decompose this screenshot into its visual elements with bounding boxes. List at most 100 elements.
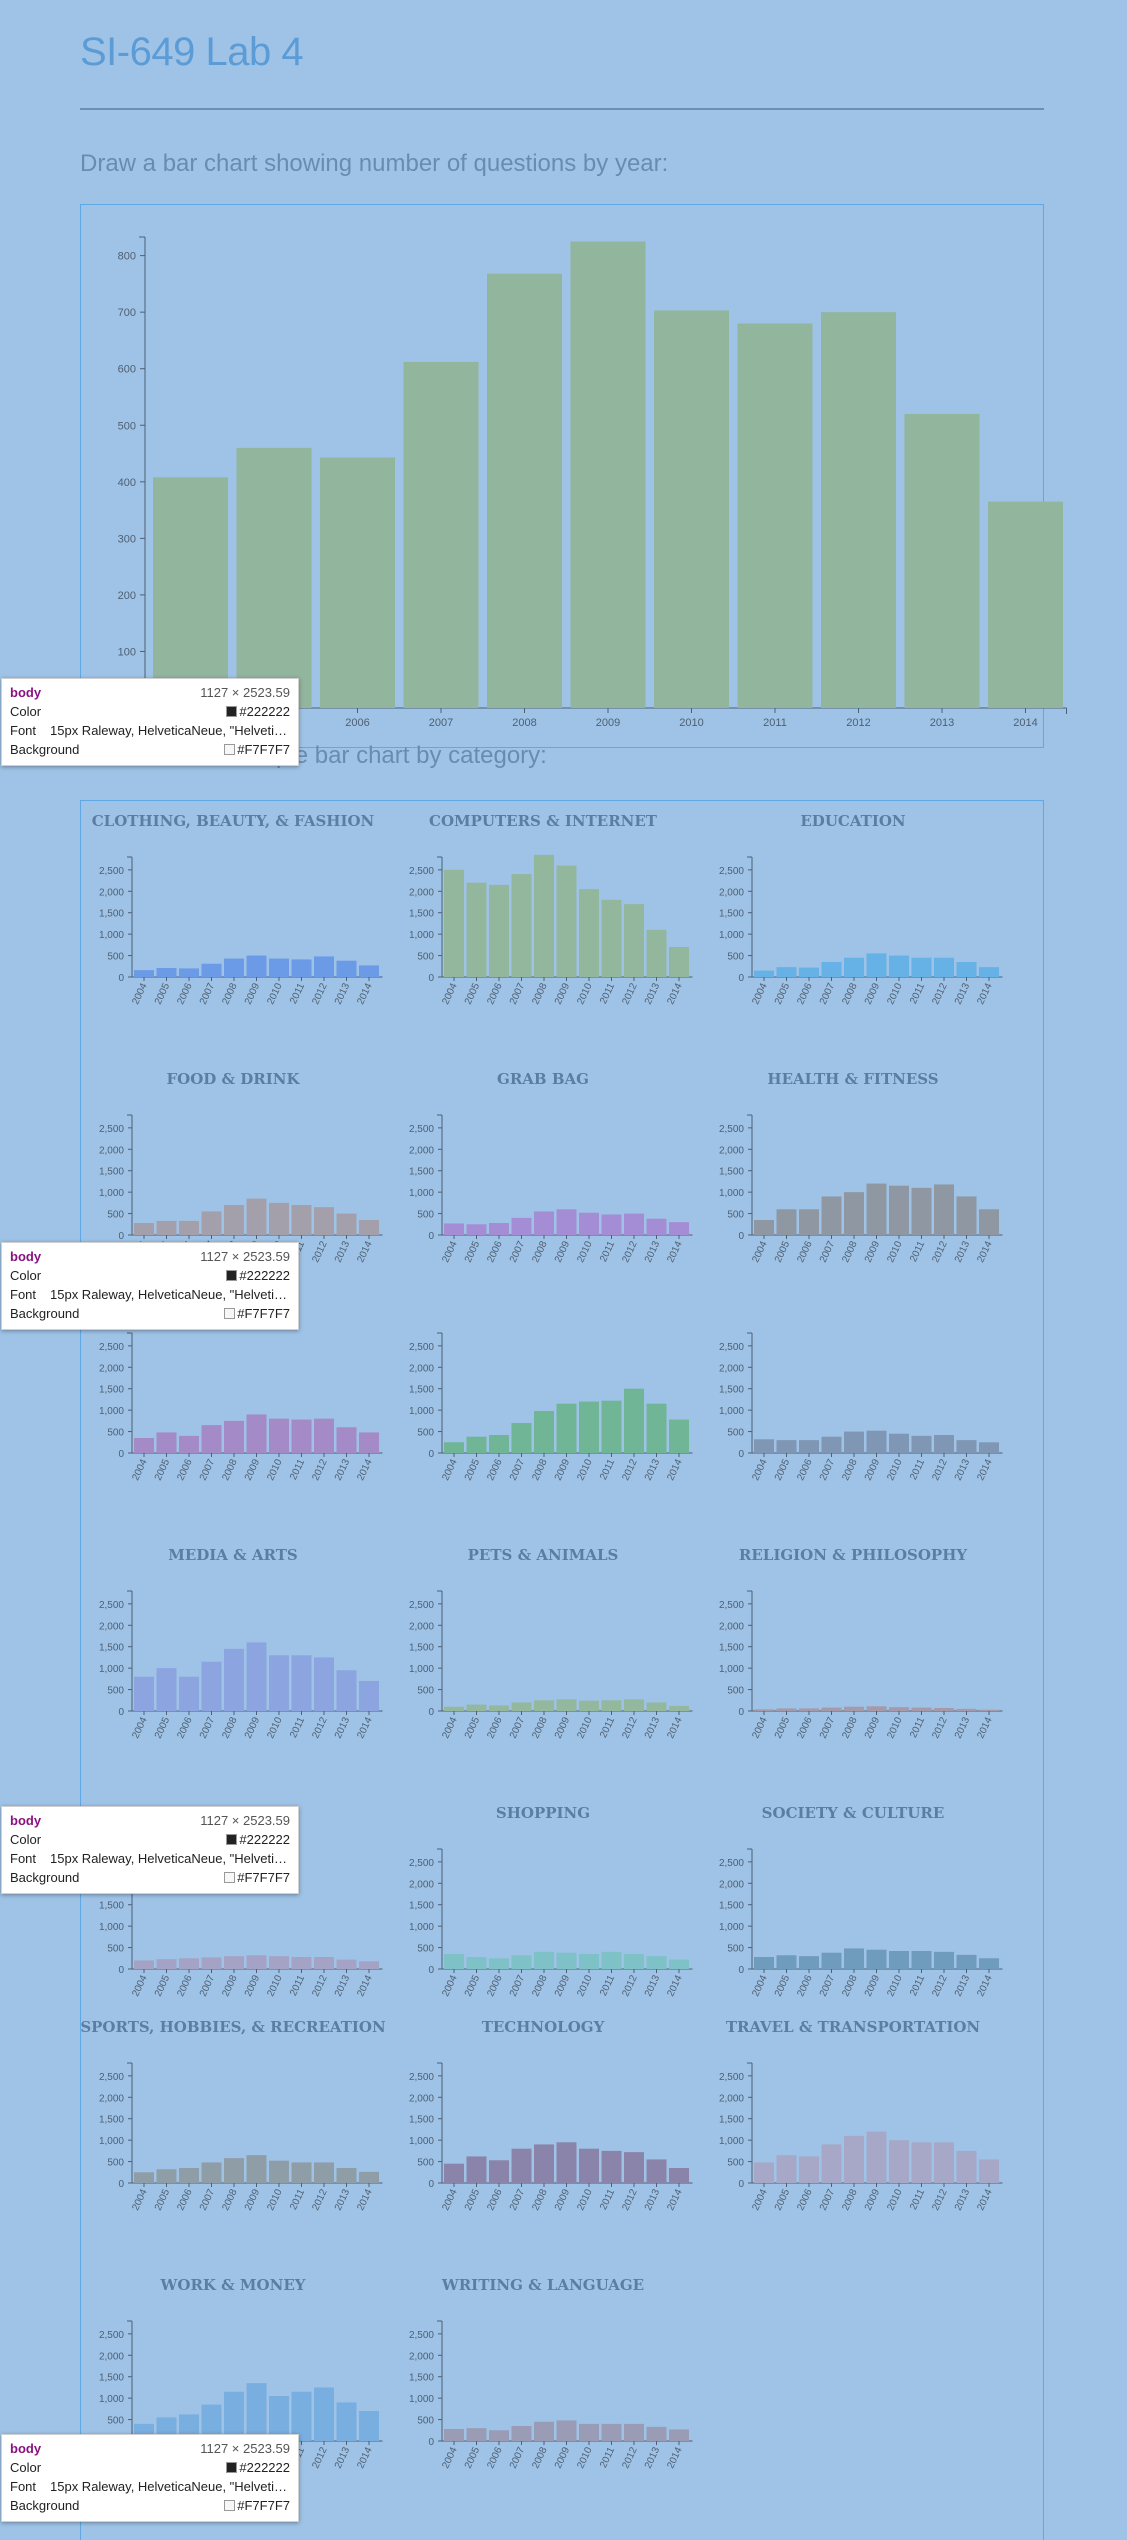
y-tick-label: 1,500 xyxy=(99,2115,124,2126)
x-tick-label: 2013 xyxy=(643,1973,663,1998)
bar xyxy=(754,1439,774,1453)
bar xyxy=(754,1957,774,1969)
bar xyxy=(646,1218,667,1235)
tooltip-size: 1127 × 2523.59 xyxy=(200,685,290,700)
y-tick-label: 800 xyxy=(118,251,136,263)
bar xyxy=(466,1436,487,1453)
x-tick-label: 2014 xyxy=(975,981,995,1006)
tooltip-size: 1127 × 2523.59 xyxy=(200,1249,290,1264)
y-tick-label: 2,500 xyxy=(409,866,434,877)
bar xyxy=(156,968,177,977)
bar xyxy=(224,958,244,977)
bar xyxy=(534,854,554,977)
bar xyxy=(669,1419,689,1453)
bar xyxy=(601,1951,622,1969)
bar xyxy=(844,1706,864,1711)
x-tick-label: 2009 xyxy=(863,1973,883,1998)
x-tick-label: 2012 xyxy=(310,2187,330,2212)
bar xyxy=(291,959,312,977)
y-tick-label: 2,500 xyxy=(99,866,124,877)
x-tick-label: 2013 xyxy=(333,2445,353,2470)
y-tick-label: 1,000 xyxy=(719,1188,744,1199)
bar xyxy=(911,957,932,977)
bar xyxy=(269,1418,289,1453)
tooltip-bg-value: #F7F7F7 xyxy=(90,2496,290,2515)
bar xyxy=(291,1957,312,1969)
bar xyxy=(179,1435,199,1453)
bar xyxy=(224,2391,244,2441)
x-tick-label: 2008 xyxy=(530,1239,550,1264)
bar xyxy=(156,1668,177,1711)
x-tick-label: 2008 xyxy=(512,717,536,729)
y-tick-label: 0 xyxy=(428,1707,434,1718)
x-tick-label: 2012 xyxy=(930,1457,950,1482)
x-tick-label: 2013 xyxy=(953,1973,973,1998)
category-title: WRITING & LANGUAGE xyxy=(441,2276,645,2294)
y-tick-label: 500 xyxy=(417,1428,434,1439)
category-title: WORK & MONEY xyxy=(160,2276,306,2294)
y-tick-label: 2,500 xyxy=(719,1600,744,1611)
x-tick-label: 2014 xyxy=(355,2445,375,2470)
tooltip-bg-label: Background xyxy=(10,1306,80,1321)
y-tick-label: 1,000 xyxy=(719,1922,744,1933)
y-tick-label: 2,000 xyxy=(99,1363,124,1374)
tooltip-font-value: 15px Raleway, HelveticaNeue, "Helvetic… xyxy=(50,2479,290,2494)
category-title: EDUCATION xyxy=(800,812,906,830)
bar xyxy=(511,1217,532,1235)
tooltip-font-value: 15px Raleway, HelveticaNeue, "Helvetic… xyxy=(50,723,290,738)
x-tick-label: 2014 xyxy=(975,1973,995,1998)
bar xyxy=(556,1952,577,1969)
y-tick-label: 500 xyxy=(417,2158,434,2169)
x-tick-label: 2006 xyxy=(345,717,369,729)
y-tick-label: 2,500 xyxy=(719,2072,744,2083)
x-tick-label: 2014 xyxy=(665,2445,685,2470)
y-tick-label: 1,000 xyxy=(99,2394,124,2405)
x-tick-label: 2014 xyxy=(355,2187,375,2212)
bar xyxy=(956,1954,977,1969)
bar xyxy=(314,1207,334,1235)
x-tick-label: 2005 xyxy=(153,981,173,1006)
bar xyxy=(359,2171,379,2183)
bar xyxy=(556,2142,577,2183)
bar xyxy=(511,1955,532,1969)
y-tick-label: 1,500 xyxy=(99,1901,124,1912)
tooltip-font-label: Font xyxy=(10,2479,37,2494)
x-tick-label: 2011 xyxy=(598,1239,617,1264)
bar xyxy=(314,1957,334,1969)
x-tick-label: 2013 xyxy=(953,1239,973,1264)
x-tick-label: 2005 xyxy=(463,981,483,1006)
x-tick-label: 2010 xyxy=(575,1239,595,1264)
x-tick-label: 2009 xyxy=(863,981,883,1006)
y-tick-label: 500 xyxy=(727,952,744,963)
bar xyxy=(821,1952,842,1969)
x-tick-label: 2011 xyxy=(908,1973,927,1998)
bar xyxy=(269,2396,289,2441)
tooltip-bg-value: #F7F7F7 xyxy=(90,1868,290,1887)
y-tick-label: 1,500 xyxy=(99,1167,124,1178)
bar xyxy=(934,1951,954,1969)
bar xyxy=(956,962,977,977)
x-tick-label: 2010 xyxy=(575,981,595,1006)
bar xyxy=(934,1708,954,1711)
x-tick-label: 2005 xyxy=(773,1715,793,1740)
x-tick-label: 2009 xyxy=(863,1715,883,1740)
bar xyxy=(466,2156,487,2183)
bar xyxy=(489,1958,509,1969)
bar xyxy=(511,874,532,977)
bg-swatch-icon xyxy=(224,1872,236,1883)
x-tick-label: 2004 xyxy=(440,1715,460,1740)
bar xyxy=(134,2172,154,2183)
category-panel: CLOTHING, BEAUTY, & FASHION 0 500 1,000 1,50… xyxy=(78,800,388,1040)
y-tick-label: 500 xyxy=(727,1428,744,1439)
x-tick-label: 2006 xyxy=(795,1715,815,1740)
bar xyxy=(224,1420,244,1453)
bar xyxy=(956,1440,977,1453)
bar xyxy=(314,2162,334,2183)
x-tick-label: 2004 xyxy=(130,2187,150,2212)
x-tick-label: 2013 xyxy=(333,1715,353,1740)
